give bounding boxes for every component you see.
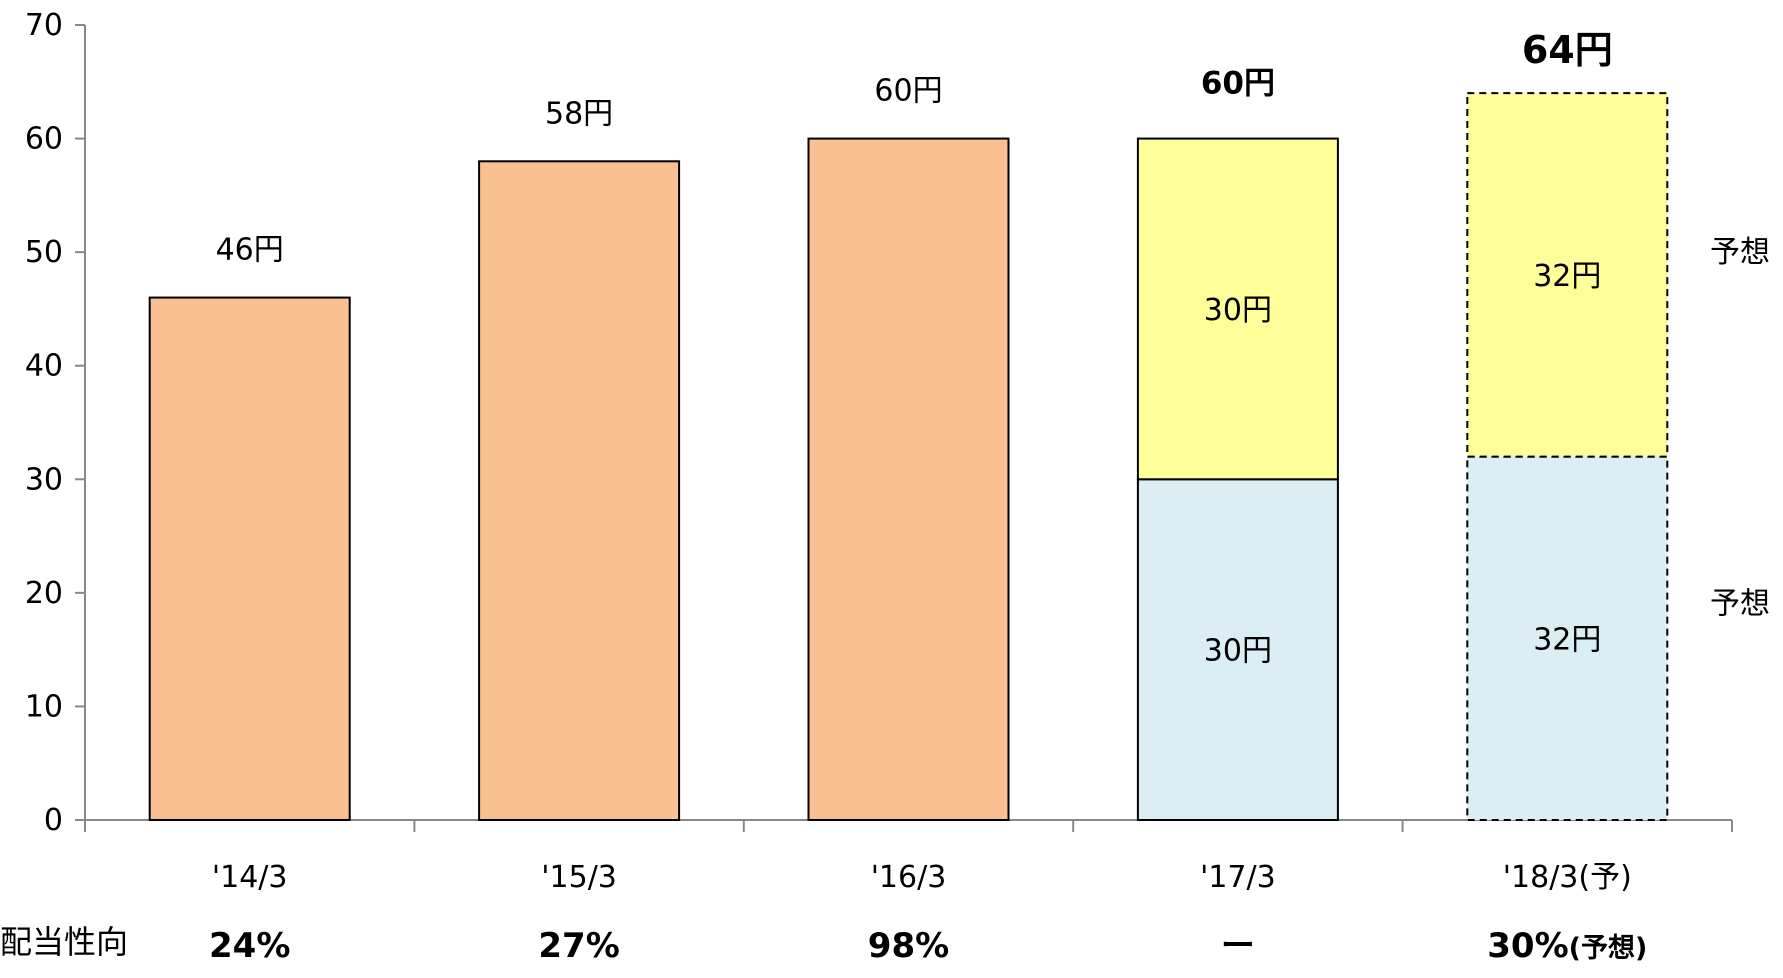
segment-value-label: 30円 bbox=[1204, 634, 1272, 669]
segment-value-label: 30円 bbox=[1204, 293, 1272, 328]
payout-value: 27% bbox=[538, 926, 619, 966]
y-tick-label: 50 bbox=[25, 235, 63, 270]
segment-value-label: 32円 bbox=[1533, 259, 1601, 294]
total-value-label: 64円 bbox=[1522, 28, 1613, 72]
payout-value: 98% bbox=[868, 926, 949, 966]
bar-labels: 30円 30円 32円 32円 46円 58円 60円 60円 64円 bbox=[216, 28, 1613, 669]
total-value-label: 60円 bbox=[874, 74, 942, 109]
y-tick-label: 70 bbox=[25, 8, 63, 43]
payout-value-text: 30% bbox=[1487, 926, 1568, 966]
payout-value-text: 27% bbox=[538, 926, 619, 966]
x-tick-label: '18/3(予) bbox=[1503, 860, 1632, 895]
total-value-label: 46円 bbox=[216, 233, 284, 268]
payout-ratio-row: 配当性向 24% 27% 98% ー 30%(予想) bbox=[0, 923, 1647, 966]
y-tick-label: 40 bbox=[25, 349, 63, 384]
y-tick-label: 30 bbox=[25, 462, 63, 497]
bar-segment bbox=[1466, 92, 1669, 458]
y-tick-label: 60 bbox=[25, 122, 63, 157]
x-tick-label: '17/3 bbox=[1200, 860, 1276, 895]
y-tick-label: 0 bbox=[44, 803, 63, 838]
bar-segment bbox=[1136, 137, 1339, 481]
total-value-label: 60円 bbox=[1201, 66, 1275, 102]
forecast-label-top: 予想 bbox=[1710, 235, 1770, 270]
payout-value-text: 24% bbox=[209, 926, 290, 966]
payout-value: ー bbox=[1221, 926, 1255, 966]
total-value-label: 58円 bbox=[545, 96, 613, 131]
bar-segment bbox=[1136, 478, 1339, 821]
x-tick-label: '15/3 bbox=[541, 860, 617, 895]
x-tick-label: '16/3 bbox=[871, 860, 947, 895]
x-tick-label: '14/3 bbox=[212, 860, 288, 895]
bars bbox=[148, 92, 1669, 822]
y-tick-label: 10 bbox=[25, 689, 63, 724]
payout-title: 配当性向 bbox=[0, 923, 128, 961]
bar-segment bbox=[807, 137, 1010, 822]
bar-segment bbox=[148, 296, 351, 822]
payout-value: 30%(予想) bbox=[1487, 926, 1647, 966]
y-axis: 0 10 20 30 40 50 60 70 bbox=[25, 8, 86, 838]
forecast-label-bottom: 予想 bbox=[1710, 586, 1770, 621]
y-tick-label: 20 bbox=[25, 576, 63, 611]
payout-value-text: 98% bbox=[868, 926, 949, 966]
bar-segment bbox=[478, 160, 681, 822]
x-axis: '14/3 '15/3 '16/3 '17/3 '18/3(予) bbox=[84, 819, 1733, 895]
payout-forecast-suffix: (予想) bbox=[1569, 933, 1648, 964]
bar-segment bbox=[1466, 455, 1669, 821]
payout-value-text: ー bbox=[1221, 926, 1255, 966]
segment-value-label: 32円 bbox=[1533, 622, 1601, 657]
payout-value: 24% bbox=[209, 926, 290, 966]
